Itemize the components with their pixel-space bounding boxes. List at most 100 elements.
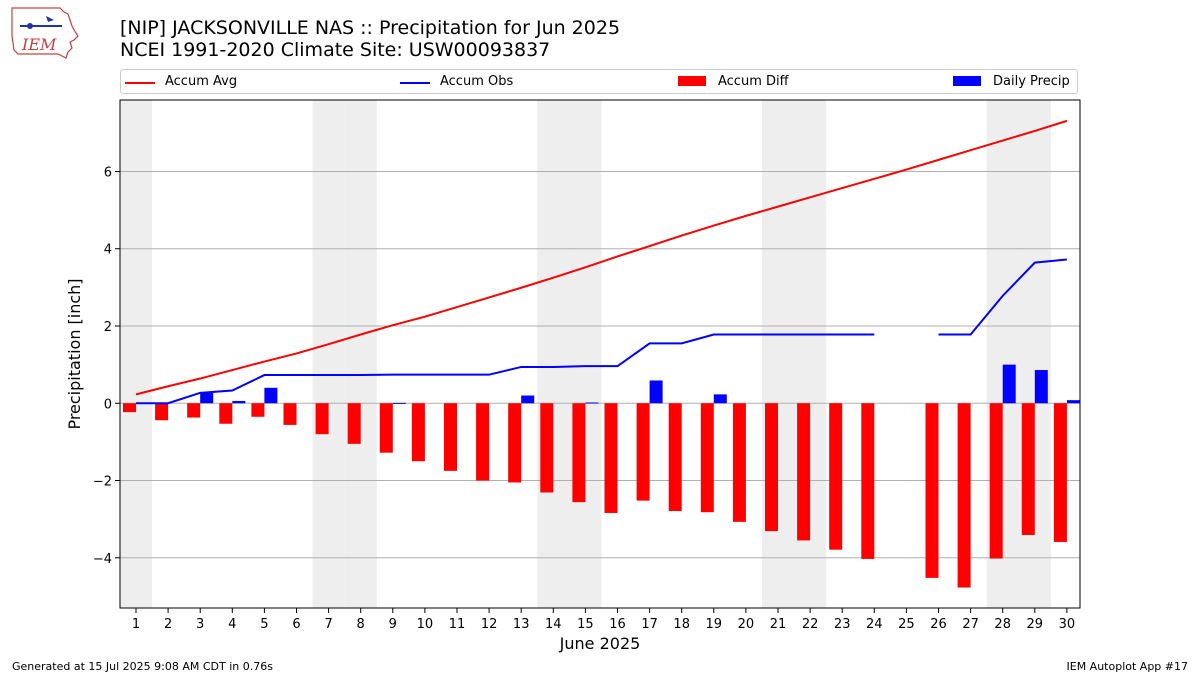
accum-diff-bar xyxy=(123,403,136,413)
accum-diff-bar xyxy=(187,403,201,418)
footer-generated: Generated at 15 Jul 2025 9:08 AM CDT in … xyxy=(12,660,273,673)
chart-legend: Accum Avg Accum Obs Accum Diff Daily Pre… xyxy=(120,69,1078,94)
x-tick-label: 16 xyxy=(609,617,626,632)
x-tick-label: 9 xyxy=(389,617,397,632)
weekend-band xyxy=(344,100,377,608)
accum-diff-bar xyxy=(251,403,265,417)
bars xyxy=(123,364,1080,588)
x-tick-label: 2 xyxy=(164,617,172,632)
gridlines xyxy=(120,170,1080,559)
accum-diff-bar xyxy=(1021,403,1035,535)
accum-diff-bar xyxy=(219,403,233,424)
logo-text: IEM xyxy=(21,35,57,54)
x-tick-label: 6 xyxy=(292,617,300,632)
x-tick-label: 15 xyxy=(577,617,594,632)
x-tick-label: 7 xyxy=(324,617,332,632)
x-tick-label: 29 xyxy=(1027,617,1044,632)
x-tick-label: 3 xyxy=(196,617,204,632)
x-tick-label: 22 xyxy=(802,617,819,632)
iem-logo: IEM xyxy=(11,7,79,59)
x-axis-ticks: 1 2 3 4 5 6 7 8 9 10 11 12 13 14 15 16 17 18 19 20 21 22 23 24 2… xyxy=(132,608,1075,632)
weekend-shading xyxy=(120,100,1051,608)
x-tick-label: 30 xyxy=(1059,617,1076,632)
daily-precip-bar xyxy=(713,394,727,404)
accum-diff-bar xyxy=(572,403,586,503)
chart-title: [NIP] JACKSONVILLE NAS :: Precipitation … xyxy=(120,17,621,39)
accum-diff-bar xyxy=(379,403,393,453)
x-tick-label: 21 xyxy=(770,617,787,632)
x-tick-label: 12 xyxy=(481,617,498,632)
daily-precip-bar xyxy=(1002,364,1016,404)
daily-precip-bar xyxy=(200,392,214,404)
accum-diff-bar xyxy=(957,403,971,588)
accum-diff-bar xyxy=(283,403,297,425)
chart-subtitle: NCEI 1991-2020 Climate Site: USW00093837 xyxy=(120,39,551,61)
daily-precip-bar xyxy=(649,380,663,404)
weekend-band xyxy=(312,100,345,608)
x-tick-label: 11 xyxy=(449,617,466,632)
y-axis-label: Precipitation [inch] xyxy=(65,278,84,429)
accum-diff-bar xyxy=(540,403,554,493)
accum-diff-bar xyxy=(476,403,490,481)
accum-obs-line xyxy=(938,258,1067,336)
legend-label: Accum Obs xyxy=(440,74,514,89)
weekend-band xyxy=(569,100,602,608)
y-axis-ticks: −4 −2 0 2 4 6 xyxy=(93,165,120,567)
x-tick-label: 20 xyxy=(738,617,755,632)
y-tick-label: −2 xyxy=(93,475,112,490)
accum-diff-bar xyxy=(668,403,682,512)
daily-precip-bar xyxy=(264,387,278,404)
weekend-band xyxy=(537,100,570,608)
daily-precip-bar xyxy=(1066,400,1080,404)
accum-diff-bar xyxy=(989,403,1003,559)
daily-precip-bar xyxy=(521,395,535,404)
accum-diff-bar xyxy=(797,403,811,541)
legend-swatch-accum-avg xyxy=(125,82,155,84)
x-tick-label: 23 xyxy=(834,617,851,632)
legend-label: Accum Avg xyxy=(165,74,238,89)
accum-diff-bar xyxy=(765,403,778,532)
x-tick-label: 24 xyxy=(866,617,883,632)
accum-diff-bar xyxy=(508,403,522,483)
lines xyxy=(135,119,1068,405)
x-tick-label: 18 xyxy=(673,617,690,632)
weekend-band xyxy=(761,100,795,608)
weekend-band xyxy=(120,100,153,608)
accum-diff-bar xyxy=(444,403,457,471)
x-tick-label: 10 xyxy=(417,617,434,632)
accum-obs-line xyxy=(136,333,875,405)
legend-label: Accum Diff xyxy=(718,74,789,89)
accum-diff-bar xyxy=(411,403,425,462)
accum-diff-bar xyxy=(347,403,361,444)
y-tick-label: 6 xyxy=(104,165,112,180)
x-tick-label: 26 xyxy=(930,617,947,632)
legend-swatch-accum-diff xyxy=(678,76,706,86)
x-axis-label: June 2025 xyxy=(559,634,641,653)
x-tick-label: 4 xyxy=(228,617,236,632)
daily-precip-bar xyxy=(1034,370,1048,404)
accum-diff-bar xyxy=(155,403,169,421)
daily-precip-bar xyxy=(392,402,406,404)
y-tick-label: 4 xyxy=(104,243,112,258)
y-tick-label: −4 xyxy=(93,552,112,567)
x-tick-label: 25 xyxy=(898,617,915,632)
accum-diff-bar xyxy=(604,403,618,513)
accum-diff-bar xyxy=(315,403,329,435)
x-tick-label: 28 xyxy=(994,617,1011,632)
y-tick-label: 0 xyxy=(104,397,112,412)
x-tick-label: 17 xyxy=(641,617,658,632)
accum-diff-bar xyxy=(925,403,939,578)
plot-frame xyxy=(119,99,1081,609)
legend-swatch-accum-obs xyxy=(400,82,430,84)
daily-precip-bar xyxy=(232,400,246,404)
accum-avg-line xyxy=(135,119,1068,396)
accum-diff-bar xyxy=(1053,403,1067,542)
legend-swatch-daily-precip xyxy=(953,76,981,86)
accum-diff-bar xyxy=(861,403,875,559)
legend-label: Daily Precip xyxy=(993,74,1070,89)
x-tick-label: 5 xyxy=(260,617,268,632)
x-tick-label: 13 xyxy=(513,617,530,632)
x-tick-label: 14 xyxy=(545,617,562,632)
daily-precip-bar xyxy=(585,402,599,404)
